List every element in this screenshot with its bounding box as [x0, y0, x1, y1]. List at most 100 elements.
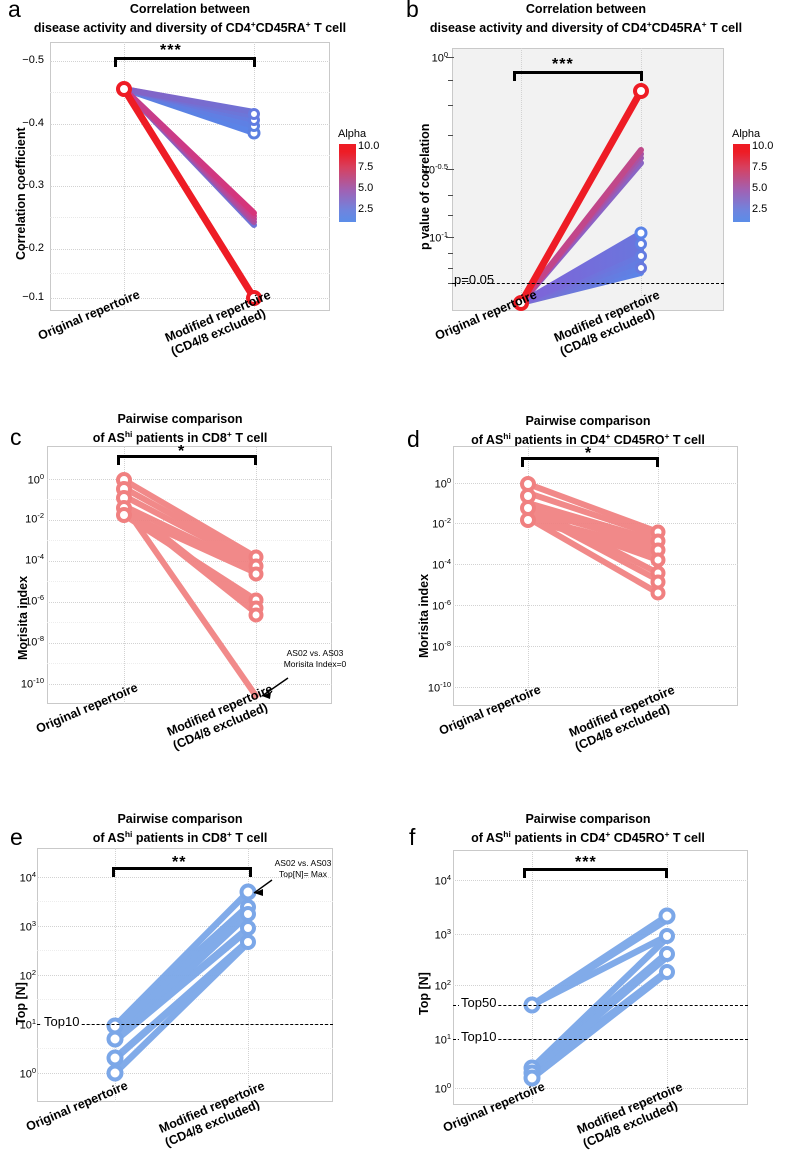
panel-c-ytick-3: 10-6	[25, 593, 44, 608]
panel-a-vgrid-1	[124, 42, 125, 311]
panel-e-annotation-line2: Top[N]= Max	[279, 869, 327, 879]
panel-f-grid-1	[453, 934, 748, 935]
panel-d: d Pairwise comparison of AShi patients i…	[395, 410, 785, 810]
panel-b-title-line2c: T cell	[706, 21, 743, 36]
panel-a-sig-bracket-left	[114, 57, 117, 67]
panel-e-sup1: hi	[124, 829, 133, 839]
panel-f-threshold-label-top10: Top10	[459, 1029, 499, 1044]
panel-b-colorbar-tick-2: 5.0	[752, 182, 768, 194]
panel-e-title-line2a: of AS	[92, 831, 125, 846]
panel-c-grid-h3	[47, 622, 332, 623]
panel-f-title: Pairwise comparison of AShi patients in …	[423, 812, 753, 846]
panel-a-sig-bracket	[114, 57, 256, 60]
panel-e-title-line1: Pairwise comparison	[117, 812, 243, 826]
panel-c-series	[116, 472, 289, 699]
panel-f-sig-bracket	[523, 868, 668, 871]
panel-e-annotation: AS02 vs. AS03 Top[N]= Max	[248, 858, 358, 880]
panel-a-title-line2b: CD45RA	[255, 21, 306, 36]
panel-c-label: c	[10, 424, 22, 450]
panel-e-grid-m1	[37, 950, 333, 951]
panel-e-vgrid-2	[248, 848, 249, 1102]
panel-e-label: e	[10, 824, 23, 850]
panel-e-title-line2b: patients in CD8	[132, 831, 227, 846]
panel-c-title-line2a: of AS	[92, 431, 125, 446]
panel-d-ytick-0: 100	[434, 476, 451, 491]
panel-d-grid-0	[453, 483, 738, 484]
panel-e-sig-bracket-right	[249, 867, 252, 877]
panel-f-series	[523, 907, 676, 1087]
panel-f-sup1: hi	[503, 829, 511, 839]
panel-b-sig-bracket	[513, 71, 643, 74]
panel-a-title-line2a: disease activity and diversity of CD4	[33, 21, 251, 36]
panel-c-title: Pairwise comparison of AShi patients in …	[30, 412, 330, 446]
panel-d-grid-5	[453, 687, 738, 688]
panel-a-title-line1: Correlation between	[129, 2, 251, 16]
panel-c-plot-area	[47, 446, 332, 704]
panel-f-sig-bracket-right	[665, 868, 668, 878]
panel-a-ytick-0: −0.5	[22, 54, 44, 66]
panel-b: b Correlation between disease activity a…	[400, 0, 785, 400]
panel-a-grid-5	[50, 298, 330, 299]
panel-f-ytick-4: 100	[434, 1081, 451, 1096]
panel-b-title: Correlation between disease activity and…	[406, 2, 766, 36]
panel-f-title-line1: Pairwise comparison	[525, 812, 651, 826]
panel-a-ytick-4: −0.1	[22, 291, 44, 303]
panel-b-ytickmark-minor-6	[448, 253, 453, 254]
panel-f-ytick-2: 102	[434, 978, 451, 993]
panel-b-colorbar-tick-1: 7.5	[752, 161, 768, 173]
panel-c-grid-5	[47, 684, 332, 685]
panel-b-ytickmark-0	[446, 57, 454, 58]
panel-e-threshold-label-top10: Top10	[42, 1014, 82, 1029]
panel-b-title-line2b: CD45RA	[651, 21, 702, 36]
panel-b-colorbar-tick-3: 2.5	[752, 203, 768, 215]
panel-e-ytick-0: 104	[19, 870, 36, 885]
panel-d-title-line2a: of AS	[471, 433, 504, 448]
panel-f-label: f	[409, 824, 416, 850]
panel-d-title-line2b: patients in CD4	[510, 433, 606, 448]
panel-d-sig-bracket-left	[521, 457, 524, 467]
panel-c-ytick-1: 10-2	[25, 511, 44, 526]
panel-e-sig-bracket-left	[112, 867, 115, 877]
panel-c-sig-bracket	[117, 455, 257, 458]
panel-d-title: Pairwise comparison of AShi patients in …	[423, 414, 753, 448]
panel-b-ytickmark-minor-4	[448, 195, 453, 196]
panel-e-grid-1	[37, 926, 333, 927]
panel-c-grid-h0	[47, 499, 332, 500]
panel-f-title-line2c: CD45RO	[610, 831, 665, 846]
panel-d-significance: *	[585, 445, 593, 462]
panel-d-sig-bracket-right	[656, 457, 659, 467]
panel-d-title-line2c: CD45RO	[610, 433, 665, 448]
panel-b-title-line2a: disease activity and diversity of CD4	[429, 21, 647, 36]
panel-b-colorbar-tick-0: 10.0	[752, 140, 774, 152]
panel-a-vgrid-2	[254, 42, 255, 311]
panel-e-title-line2c: T cell	[231, 831, 268, 846]
panel-e-sig-bracket	[112, 867, 252, 870]
panel-f-threshold-line-top10	[453, 1039, 748, 1040]
panel-f-significance: ***	[575, 854, 597, 871]
panel-a-colorbar: Alpha 10.0 7.5 5.0 2.5	[336, 128, 396, 228]
panel-b-ytickmark-minor-7	[448, 268, 453, 269]
panel-a-colorbar-tick-1: 7.5	[358, 161, 374, 173]
panel-f-grid-2	[453, 985, 748, 986]
panel-a-colorbar-tick-0: 10.0	[358, 140, 380, 152]
panel-f-sig-bracket-left	[523, 868, 526, 878]
panel-b-ytick-2: 10-1	[429, 230, 448, 245]
panel-d-ytick-5: 10-10	[427, 680, 451, 695]
panel-e-threshold-line-top10	[37, 1024, 333, 1025]
panel-c-annotation-line2: Morisita Index=0	[283, 659, 347, 669]
panel-b-threshold-line	[452, 283, 724, 284]
panel-c: c Pairwise comparison of AShi patients i…	[0, 410, 400, 810]
panel-f-sup3: +	[664, 829, 670, 839]
panel-f-title-line2a: of AS	[471, 831, 504, 846]
panel-b-sup1: +	[646, 19, 652, 29]
panel-b-sig-bracket-right	[640, 71, 643, 81]
panel-c-sig-bracket-left	[117, 455, 120, 465]
panel-e-grid-4	[37, 1073, 333, 1074]
panel-e-vgrid-1	[115, 848, 116, 1102]
panel-d-title-line1: Pairwise comparison	[525, 414, 651, 428]
panel-c-grid-h2	[47, 581, 332, 582]
panel-c-title-line1: Pairwise comparison	[117, 412, 243, 426]
panel-c-title-line2c: T cell	[231, 431, 268, 446]
panel-b-threshold-label: p=0.05	[454, 272, 495, 287]
panel-d-series	[520, 476, 666, 601]
